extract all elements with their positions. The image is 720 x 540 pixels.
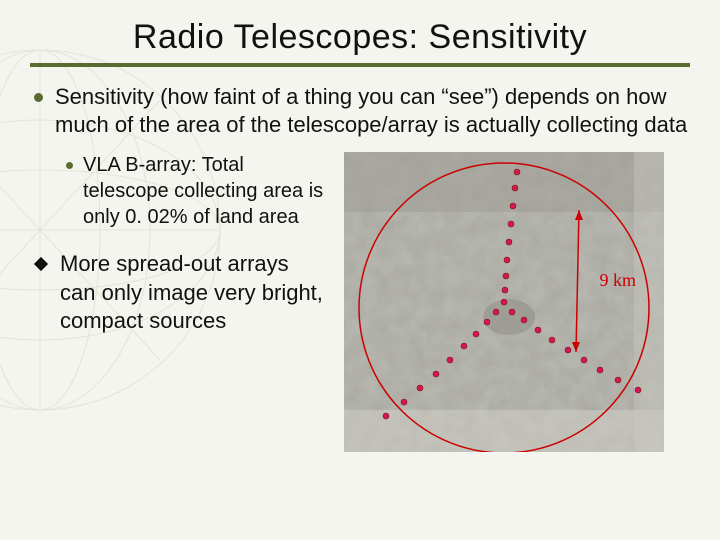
bullet-dot-icon bbox=[34, 93, 43, 102]
title-underline bbox=[30, 63, 690, 67]
slide: Radio Telescopes: Sensitivity Sensitivit… bbox=[0, 0, 720, 540]
bullet-main-text: Sensitivity (how faint of a thing you ca… bbox=[55, 83, 690, 138]
lower-row: VLA B-array: Total telescope collecting … bbox=[30, 152, 690, 452]
bullet-diamond: More spread-out arrays can only image ve… bbox=[36, 250, 330, 336]
slide-title: Radio Telescopes: Sensitivity bbox=[30, 18, 690, 57]
vla-figure: 9 km bbox=[344, 152, 664, 452]
bullet-dot-icon bbox=[66, 162, 73, 169]
diamond-icon bbox=[34, 257, 48, 271]
bullet-sub: VLA B-array: Total telescope collecting … bbox=[66, 152, 330, 230]
scale-label: 9 km bbox=[599, 270, 636, 291]
bullet-diamond-text: More spread-out arrays can only image ve… bbox=[60, 250, 330, 336]
vla-overlay bbox=[344, 152, 664, 452]
left-column: VLA B-array: Total telescope collecting … bbox=[30, 152, 330, 336]
bullet-sub-text: VLA B-array: Total telescope collecting … bbox=[83, 152, 330, 230]
bullet-main: Sensitivity (how faint of a thing you ca… bbox=[34, 83, 690, 138]
